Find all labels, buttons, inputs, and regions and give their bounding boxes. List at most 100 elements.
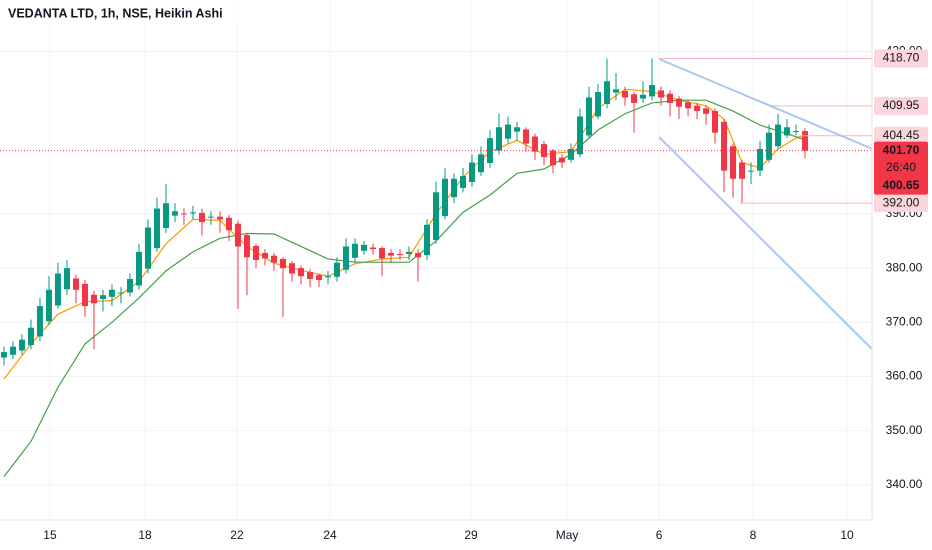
time-axis-panel bbox=[0, 520, 872, 550]
candle-body bbox=[189, 212, 196, 214]
candle-body bbox=[496, 127, 503, 151]
candle-body bbox=[460, 176, 467, 188]
candle-body bbox=[360, 244, 367, 251]
title-backdrop bbox=[0, 0, 240, 22]
candle-body bbox=[234, 223, 241, 247]
candle-body bbox=[225, 217, 232, 231]
price-level-label: 418.70 bbox=[883, 51, 920, 65]
candle-body bbox=[703, 108, 710, 114]
candle-body bbox=[306, 271, 313, 279]
candle-body bbox=[261, 252, 268, 259]
candle-body bbox=[739, 162, 746, 179]
candle-body bbox=[108, 289, 115, 297]
y-tick-label: 350.00 bbox=[886, 423, 923, 437]
candle-body bbox=[784, 127, 791, 136]
candle-body bbox=[676, 98, 683, 107]
candle-body bbox=[631, 94, 638, 103]
x-tick-label: May bbox=[556, 528, 579, 542]
candle-body bbox=[586, 97, 593, 136]
grid bbox=[0, 0, 872, 520]
candle-body bbox=[18, 339, 25, 351]
y-tick-label: 380.00 bbox=[886, 260, 923, 274]
candle-body bbox=[523, 129, 530, 144]
candle-body bbox=[243, 235, 250, 258]
candle-body bbox=[396, 254, 403, 256]
candle-body bbox=[442, 178, 449, 217]
trend-line-lower bbox=[658, 136, 876, 353]
y-tick-label: 340.00 bbox=[886, 477, 923, 491]
candle-body bbox=[342, 246, 349, 270]
candle-body bbox=[54, 273, 61, 306]
last-price-label: 401.70 bbox=[883, 143, 920, 157]
trend-line-upper bbox=[658, 58, 876, 151]
candle-body bbox=[532, 136, 539, 152]
candle-body bbox=[433, 192, 439, 240]
candle-body bbox=[622, 91, 629, 98]
candle-body bbox=[324, 276, 331, 278]
candle-body bbox=[27, 327, 34, 346]
candle-body bbox=[162, 203, 169, 229]
countdown-label: 26:40 bbox=[886, 160, 916, 174]
candle-body bbox=[81, 283, 88, 307]
candle-body bbox=[649, 85, 656, 97]
candle-body bbox=[730, 146, 737, 179]
candle-body bbox=[577, 116, 584, 155]
price-level-tag bbox=[874, 96, 928, 115]
x-tick-label: 29 bbox=[464, 528, 478, 542]
candle-body bbox=[604, 81, 611, 104]
candle-body bbox=[405, 251, 412, 255]
candle-body bbox=[135, 251, 142, 286]
candle-body bbox=[198, 212, 205, 223]
candle-body bbox=[387, 252, 394, 256]
candle-body bbox=[550, 150, 557, 166]
x-tick-label: 15 bbox=[43, 528, 57, 542]
candle-body bbox=[45, 289, 52, 322]
x-tick-label: 22 bbox=[230, 528, 244, 542]
price-level-tag bbox=[874, 49, 928, 68]
candle-body bbox=[478, 154, 485, 173]
candle-body bbox=[766, 132, 773, 160]
candle-body bbox=[802, 131, 809, 151]
candle-body bbox=[36, 306, 43, 337]
last-price-tag bbox=[874, 141, 928, 195]
candle-body bbox=[640, 94, 647, 99]
candle-body bbox=[144, 227, 151, 269]
candle-body bbox=[207, 216, 214, 218]
x-tick-label: 18 bbox=[138, 528, 152, 542]
candle-body bbox=[595, 92, 602, 117]
axis-panel bbox=[872, 0, 932, 550]
candle-body bbox=[72, 278, 79, 290]
candle-body bbox=[451, 178, 458, 198]
candle-body bbox=[126, 278, 133, 293]
candle-body bbox=[63, 268, 70, 290]
candle-body bbox=[333, 262, 340, 277]
candle-body bbox=[694, 105, 701, 112]
x-tick-label: 6 bbox=[656, 528, 663, 542]
candle-body bbox=[99, 295, 106, 299]
plot bbox=[0, 58, 872, 478]
candle-body bbox=[559, 157, 566, 163]
y-tick-label: 360.00 bbox=[886, 369, 923, 383]
candle-body bbox=[568, 148, 575, 160]
candle-body bbox=[9, 346, 16, 355]
candle-body bbox=[288, 263, 295, 274]
candle-body bbox=[171, 211, 178, 216]
x-tick-label: 10 bbox=[840, 528, 854, 542]
candle-body bbox=[748, 170, 755, 172]
candle-body bbox=[0, 352, 7, 358]
candle-body bbox=[369, 247, 376, 250]
candle-body bbox=[712, 111, 719, 133]
candle-body bbox=[117, 292, 124, 294]
candle-body bbox=[721, 121, 728, 171]
price-level-label: 392.00 bbox=[883, 195, 920, 209]
candle-body bbox=[414, 252, 421, 258]
y-tick-label: 370.00 bbox=[886, 314, 923, 328]
candle-body bbox=[775, 124, 782, 147]
candle-body bbox=[90, 294, 97, 304]
chart-title: VEDANTA LTD, 1h, NSE, Heikin Ashi bbox=[8, 6, 223, 20]
x-tick-label: 8 bbox=[750, 528, 757, 542]
price-level-tag bbox=[874, 194, 928, 213]
